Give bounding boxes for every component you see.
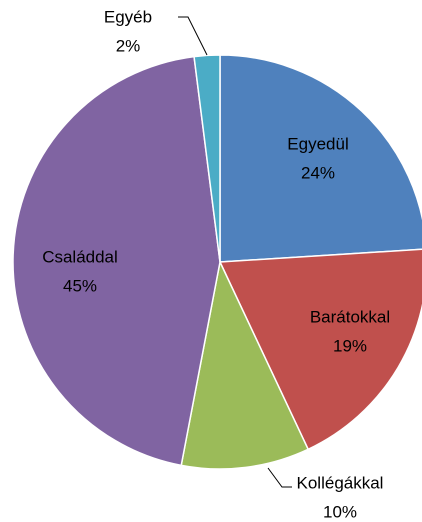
slice-label: Egyéb	[104, 7, 152, 26]
slice-label: Barátokkal	[310, 307, 390, 326]
slice-label: Családdal	[42, 247, 118, 266]
leader-line	[267, 467, 292, 488]
slice-label: Kollégákkal	[297, 473, 384, 492]
pie-slice	[12, 55, 221, 467]
slice-value-label: 45%	[63, 276, 97, 295]
pie-slice	[218, 248, 422, 451]
slice-label: Egyedül	[287, 134, 348, 153]
pie-slice	[193, 54, 221, 263]
slice-value-label: 10%	[323, 502, 357, 521]
slice-value-label: 2%	[116, 36, 141, 55]
pie-slice	[219, 54, 422, 263]
leader-line	[178, 16, 208, 56]
slice-value-label: 24%	[301, 163, 335, 182]
pie	[12, 54, 422, 470]
pie-slice	[180, 259, 310, 470]
slice-value-label: 19%	[333, 336, 367, 355]
